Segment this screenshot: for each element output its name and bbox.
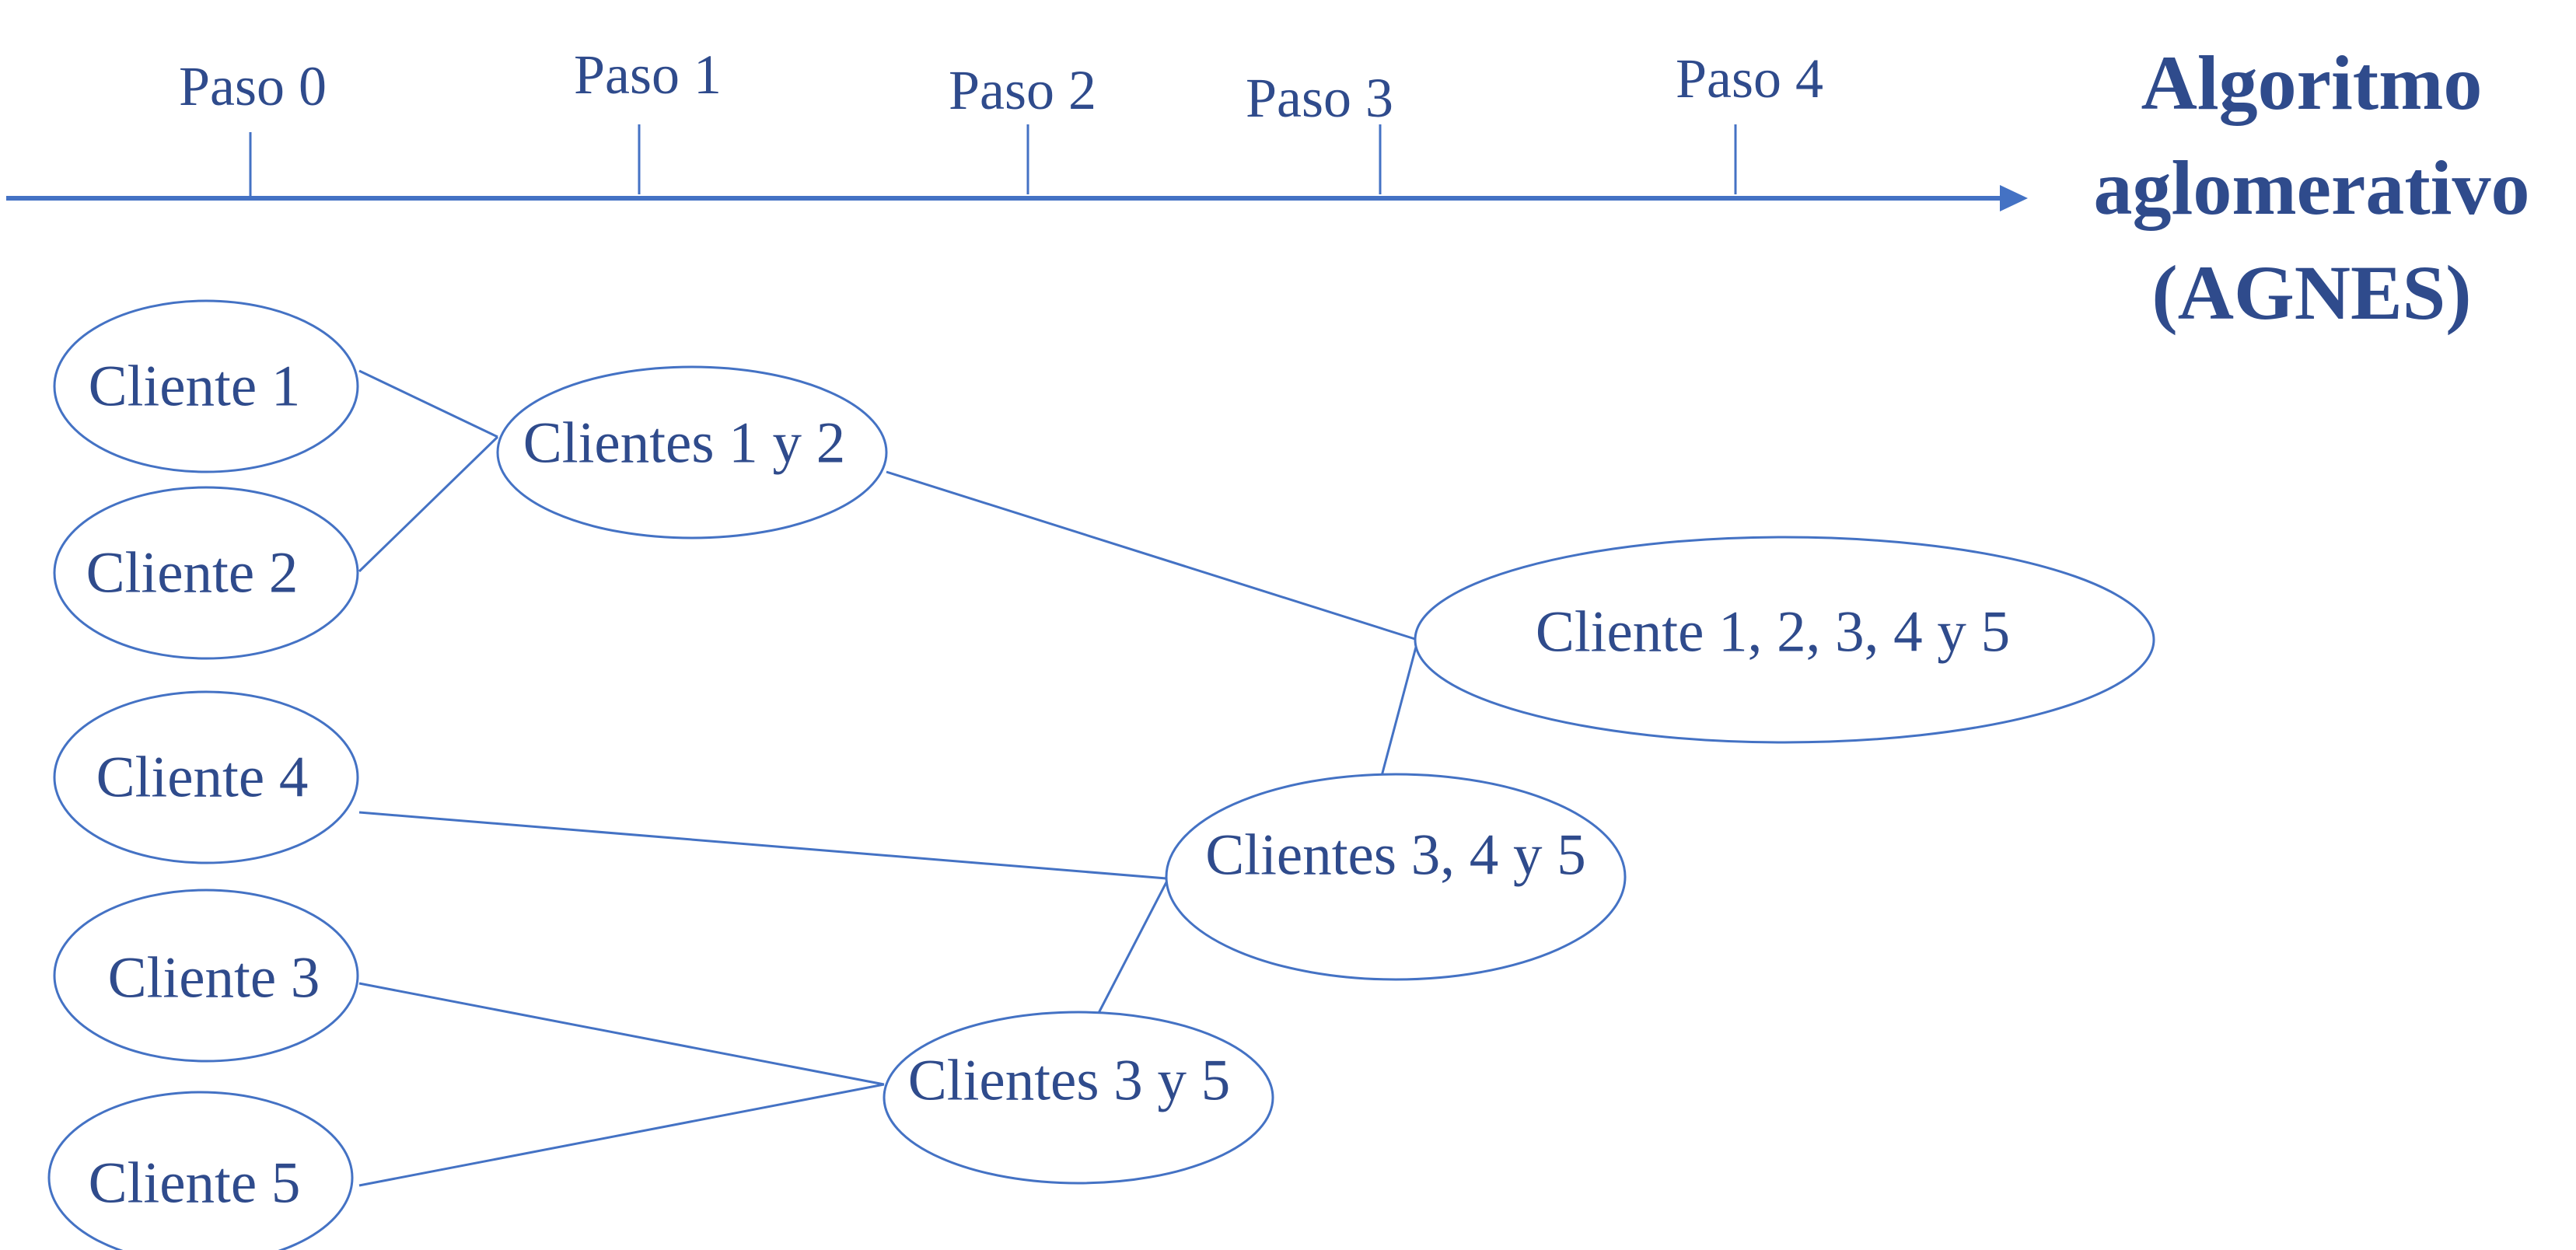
node-shape xyxy=(53,889,359,1063)
node-label: Clientes 3 y 5 xyxy=(908,1049,1231,1113)
node-label: Cliente 2 xyxy=(86,541,299,606)
edge-c35-c345 xyxy=(1096,882,1168,1015)
edge-c5-c35 xyxy=(358,1083,885,1187)
node-cliente-3: Cliente 3 xyxy=(53,889,359,1063)
node-cliente-1-2-3-4-y-5: Cliente 1, 2, 3, 4 y 5 xyxy=(1414,536,2155,744)
node-cliente-5: Cliente 5 xyxy=(47,1091,354,1250)
node-shape xyxy=(47,1091,354,1250)
edges xyxy=(358,369,1419,1187)
step-label-2: Paso 2 xyxy=(949,59,1096,121)
node-cliente-2: Cliente 2 xyxy=(53,486,359,660)
timeline: Paso 0 Paso 1 Paso 2 Paso 3 Paso 4 xyxy=(6,44,2028,211)
node-clientes-1-y-2: Clientes 1 y 2 xyxy=(496,365,888,539)
node-label: Clientes 3, 4 y 5 xyxy=(1205,823,1586,888)
node-shape xyxy=(53,690,359,864)
title-line-1: Algoritmo xyxy=(2141,40,2483,126)
node-shape xyxy=(53,486,359,660)
node-label: Clientes 1 y 2 xyxy=(523,411,846,476)
edge-c3-c35 xyxy=(358,982,885,1086)
node-cliente-4: Cliente 4 xyxy=(53,690,359,864)
node-label: Cliente 3 xyxy=(108,946,320,1011)
node-cliente-1: Cliente 1 xyxy=(53,299,359,473)
node-shape xyxy=(1414,536,2155,744)
node-shape xyxy=(1165,773,1627,981)
diagram-title: Algoritmo aglomerativo (AGNES) xyxy=(2094,40,2530,336)
node-label: Cliente 5 xyxy=(89,1151,301,1216)
step-label-1: Paso 1 xyxy=(574,44,722,106)
edge-c345-call xyxy=(1380,641,1419,777)
edge-c12-call xyxy=(886,470,1418,641)
step-label-4: Paso 4 xyxy=(1676,47,1823,110)
step-label-3: Paso 3 xyxy=(1246,67,1393,129)
node-label: Cliente 4 xyxy=(96,745,309,810)
node-shape xyxy=(883,1011,1274,1185)
node-clientes-3-y-5: Clientes 3 y 5 xyxy=(883,1011,1274,1185)
node-shape xyxy=(496,365,888,539)
title-line-2: aglomerativo xyxy=(2094,145,2530,231)
edge-c4-c345 xyxy=(358,811,1167,880)
node-shape xyxy=(53,299,359,473)
title-line-3: (AGNES) xyxy=(2151,250,2471,336)
node-label: Cliente 1 xyxy=(89,354,301,419)
timeline-arrowhead xyxy=(2000,185,2028,211)
node-label: Cliente 1, 2, 3, 4 y 5 xyxy=(1536,600,2010,665)
step-label-0: Paso 0 xyxy=(179,55,327,117)
edge-c2-c12 xyxy=(358,435,499,573)
node-clientes-3-4-y-5: Clientes 3, 4 y 5 xyxy=(1165,773,1627,981)
edge-c1-c12 xyxy=(358,369,498,438)
